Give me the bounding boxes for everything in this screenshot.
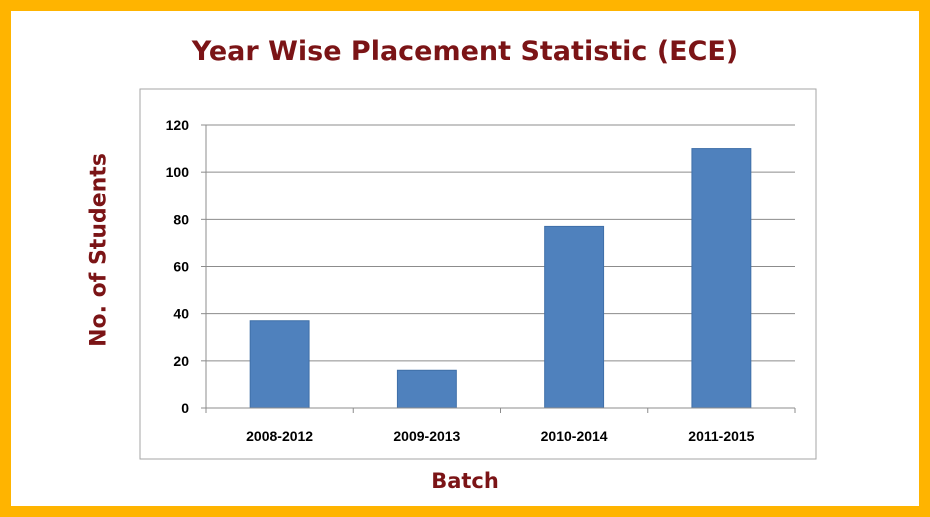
y-tick-label: 120 [166, 117, 190, 133]
x-tick-label: 2008-2012 [246, 428, 313, 444]
x-tick-label: 2009-2013 [393, 428, 460, 444]
bar [544, 225, 605, 409]
y-tick-label: 20 [173, 353, 189, 369]
chart-title: Year Wise Placement Statistic (ECE) [191, 36, 739, 67]
x-tick-label: 2011-2015 [688, 428, 754, 444]
x-tick-labels: 2008-2012 2009-2013 2010-2014 2011-2015 [246, 428, 755, 444]
y-tick-label: 100 [166, 164, 190, 180]
x-tick-label: 2010-2014 [541, 428, 608, 444]
bars [249, 148, 752, 409]
x-axis-label: Batch [431, 469, 499, 493]
bar [249, 320, 310, 409]
bar [396, 369, 457, 409]
y-tick-label: 40 [173, 306, 189, 322]
axes [205, 125, 796, 413]
y-tick-label: 80 [173, 211, 189, 227]
y-tick-labels: 0 20 40 60 80 100 120 [166, 117, 190, 416]
bar [691, 148, 752, 409]
y-tick-label: 0 [181, 400, 189, 416]
y-tick-label: 60 [173, 259, 189, 275]
